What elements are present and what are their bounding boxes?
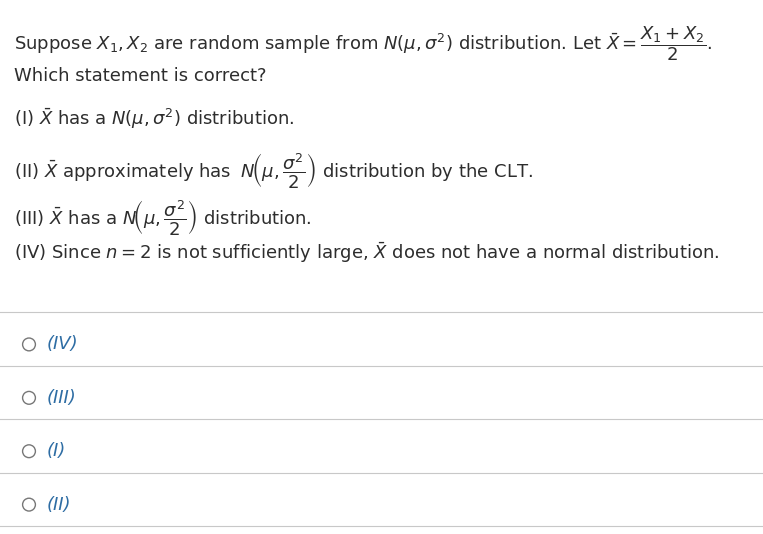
Text: (I): (I)	[47, 442, 66, 460]
Text: Which statement is correct?: Which statement is correct?	[14, 67, 266, 85]
Text: (I) $\bar{X}$ has a $N(\mu, \sigma^2)$ distribution.: (I) $\bar{X}$ has a $N(\mu, \sigma^2)$ d…	[14, 107, 294, 131]
Text: (III): (III)	[47, 389, 76, 407]
Text: (III) $\bar{X}$ has a $N\!\left(\mu, \dfrac{\sigma^2}{2}\right)$ distribution.: (III) $\bar{X}$ has a $N\!\left(\mu, \df…	[14, 198, 311, 237]
Text: (II) $\bar{X}$ approximately has $\;N\!\left(\mu, \dfrac{\sigma^2}{2}\right)$ di: (II) $\bar{X}$ approximately has $\;N\!\…	[14, 151, 533, 190]
Text: (IV) Since $n = 2$ is not sufficiently large, $\bar{X}$ does not have a normal d: (IV) Since $n = 2$ is not sufficiently l…	[14, 240, 720, 265]
Text: (II): (II)	[47, 496, 72, 514]
Text: (IV): (IV)	[47, 335, 79, 354]
Text: Suppose $X_1, X_2$ are random sample from $N(\mu, \sigma^2)$ distribution. Let $: Suppose $X_1, X_2$ are random sample fro…	[14, 24, 712, 62]
